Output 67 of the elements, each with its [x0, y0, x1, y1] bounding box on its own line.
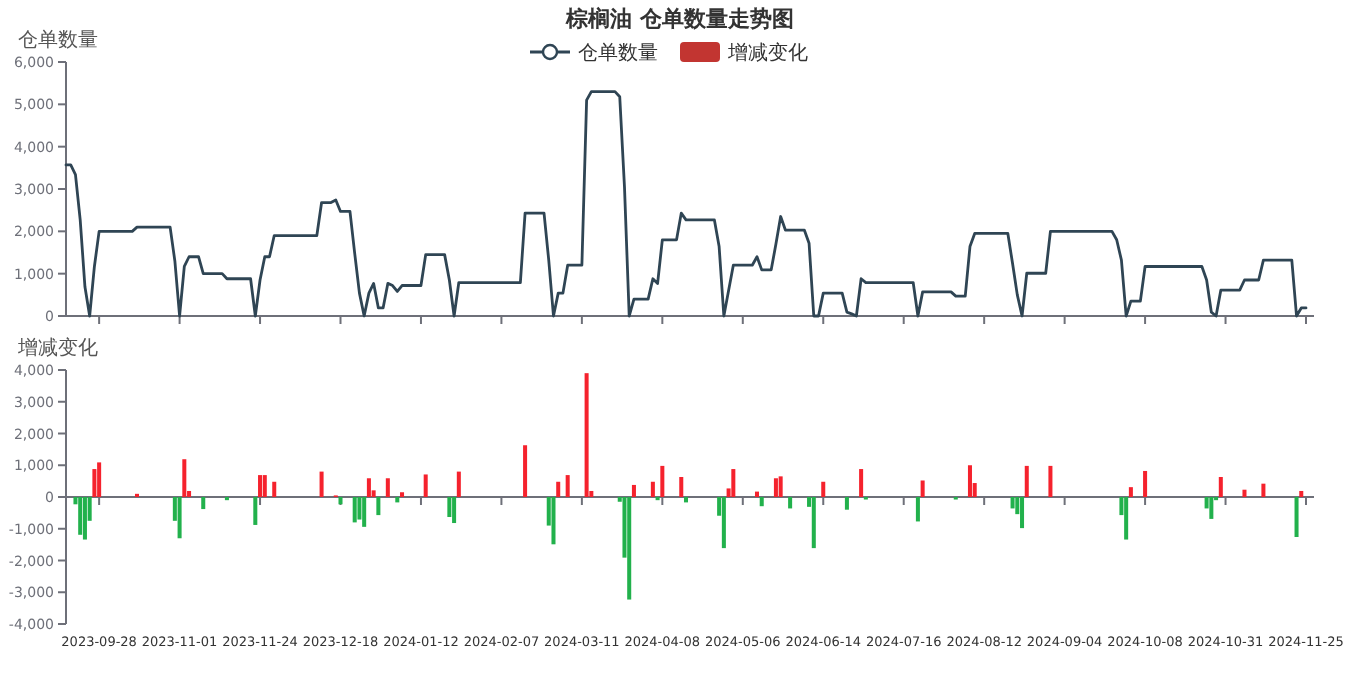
bar — [759, 497, 764, 507]
chart-title: 棕榈油 仓单数量走势图 — [564, 6, 794, 32]
bar — [182, 459, 187, 497]
bar — [627, 497, 632, 600]
bar — [97, 462, 102, 497]
bar — [456, 471, 461, 497]
bar — [773, 478, 778, 497]
bar — [272, 481, 277, 497]
bar — [1143, 470, 1148, 497]
bar — [920, 480, 925, 497]
bar — [721, 497, 726, 549]
bar — [262, 475, 267, 497]
bar — [844, 497, 849, 510]
bar — [1128, 487, 1133, 497]
bar — [423, 474, 428, 497]
bar — [631, 484, 636, 497]
bar — [201, 497, 206, 510]
bar — [452, 497, 457, 524]
bar — [1209, 497, 1214, 519]
bar — [915, 497, 920, 522]
y-axis-title: 仓单数量 — [18, 28, 98, 52]
bar — [788, 497, 793, 509]
bar — [556, 481, 561, 497]
bar — [447, 497, 452, 517]
bar — [1218, 477, 1223, 497]
bar — [650, 481, 655, 497]
bar — [82, 497, 87, 540]
bar — [821, 481, 826, 497]
bar — [731, 469, 736, 497]
bar — [177, 497, 182, 539]
bar — [357, 497, 362, 520]
bar — [385, 478, 390, 497]
bar — [366, 478, 371, 497]
bar — [92, 469, 97, 497]
bar — [376, 497, 381, 516]
bar — [1124, 497, 1129, 540]
bar — [1294, 497, 1299, 538]
y-axis-title: 增减变化 — [16, 336, 98, 360]
bar — [859, 469, 864, 497]
bar — [967, 465, 972, 497]
bar — [1020, 497, 1025, 529]
bar — [565, 475, 570, 497]
bar — [1048, 465, 1053, 497]
bar — [754, 491, 759, 497]
bar — [660, 465, 665, 497]
bar — [253, 497, 258, 525]
bar — [1024, 465, 1029, 497]
bar — [1299, 490, 1304, 497]
bar — [778, 476, 783, 497]
bar — [683, 497, 689, 503]
bar — [1242, 489, 1247, 497]
bar — [811, 497, 816, 549]
bar — [362, 497, 367, 527]
legend-item: 增减变化 — [680, 42, 808, 65]
bar — [679, 477, 684, 497]
bar — [352, 497, 357, 523]
bar — [258, 475, 263, 497]
legend-label: 仓单数量 — [578, 41, 658, 65]
bar — [1010, 497, 1015, 509]
bar — [523, 445, 528, 497]
legend-item: 仓单数量 — [530, 43, 658, 65]
bar — [551, 497, 556, 545]
bar — [1261, 483, 1266, 497]
bar — [584, 373, 589, 497]
bar — [78, 497, 83, 535]
bar — [319, 471, 324, 497]
bar — [395, 497, 400, 503]
